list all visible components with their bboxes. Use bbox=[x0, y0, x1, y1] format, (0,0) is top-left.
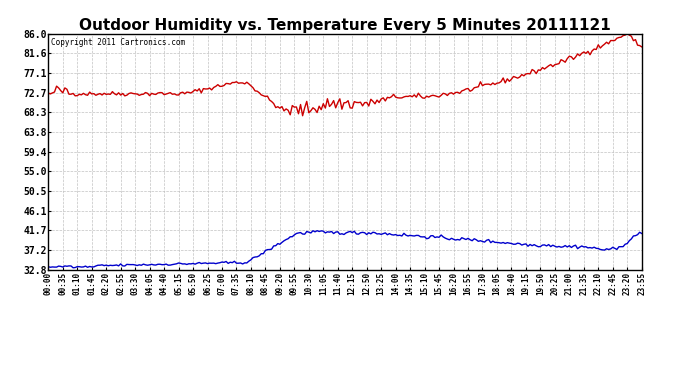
Text: Copyright 2011 Cartronics.com: Copyright 2011 Cartronics.com bbox=[51, 39, 186, 48]
Title: Outdoor Humidity vs. Temperature Every 5 Minutes 20111121: Outdoor Humidity vs. Temperature Every 5… bbox=[79, 18, 611, 33]
